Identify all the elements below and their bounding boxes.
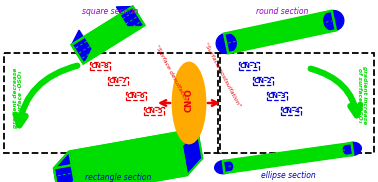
Circle shape xyxy=(216,33,236,54)
Bar xyxy=(218,53,374,153)
Polygon shape xyxy=(116,7,144,25)
Ellipse shape xyxy=(173,63,205,143)
Circle shape xyxy=(324,11,344,31)
Text: CN-2: CN-2 xyxy=(254,78,272,84)
Text: round section: round section xyxy=(256,7,308,17)
Polygon shape xyxy=(224,11,336,53)
Text: CN-O: CN-O xyxy=(184,88,194,112)
Polygon shape xyxy=(223,143,353,173)
Ellipse shape xyxy=(343,142,361,156)
Text: "Surface desulfation": "Surface desulfation" xyxy=(154,44,190,106)
Polygon shape xyxy=(54,151,74,182)
Text: CN-7: CN-7 xyxy=(108,78,127,84)
Polygon shape xyxy=(72,30,91,63)
Text: CN-3: CN-3 xyxy=(268,93,287,99)
Text: CN-4: CN-4 xyxy=(282,108,301,114)
Text: CN-8: CN-8 xyxy=(91,63,109,69)
Polygon shape xyxy=(54,146,187,182)
Text: "Surface postsulfation": "Surface postsulfation" xyxy=(203,42,241,108)
Text: square section: square section xyxy=(82,7,138,17)
Text: gradient increase
of surface -OSO₃: gradient increase of surface -OSO₃ xyxy=(356,66,367,124)
Text: CN-6: CN-6 xyxy=(127,93,145,99)
Text: CN-1: CN-1 xyxy=(240,63,259,69)
Polygon shape xyxy=(54,129,197,168)
Text: CN-5: CN-5 xyxy=(145,108,163,114)
Ellipse shape xyxy=(215,160,232,174)
Text: rectangle section: rectangle section xyxy=(85,173,151,182)
Bar xyxy=(4,53,220,153)
Text: ellipse section: ellipse section xyxy=(260,171,315,179)
Polygon shape xyxy=(72,7,144,63)
Text: gradient decrease
of surface -OSO₃: gradient decrease of surface -OSO₃ xyxy=(12,68,23,128)
Polygon shape xyxy=(182,129,202,175)
